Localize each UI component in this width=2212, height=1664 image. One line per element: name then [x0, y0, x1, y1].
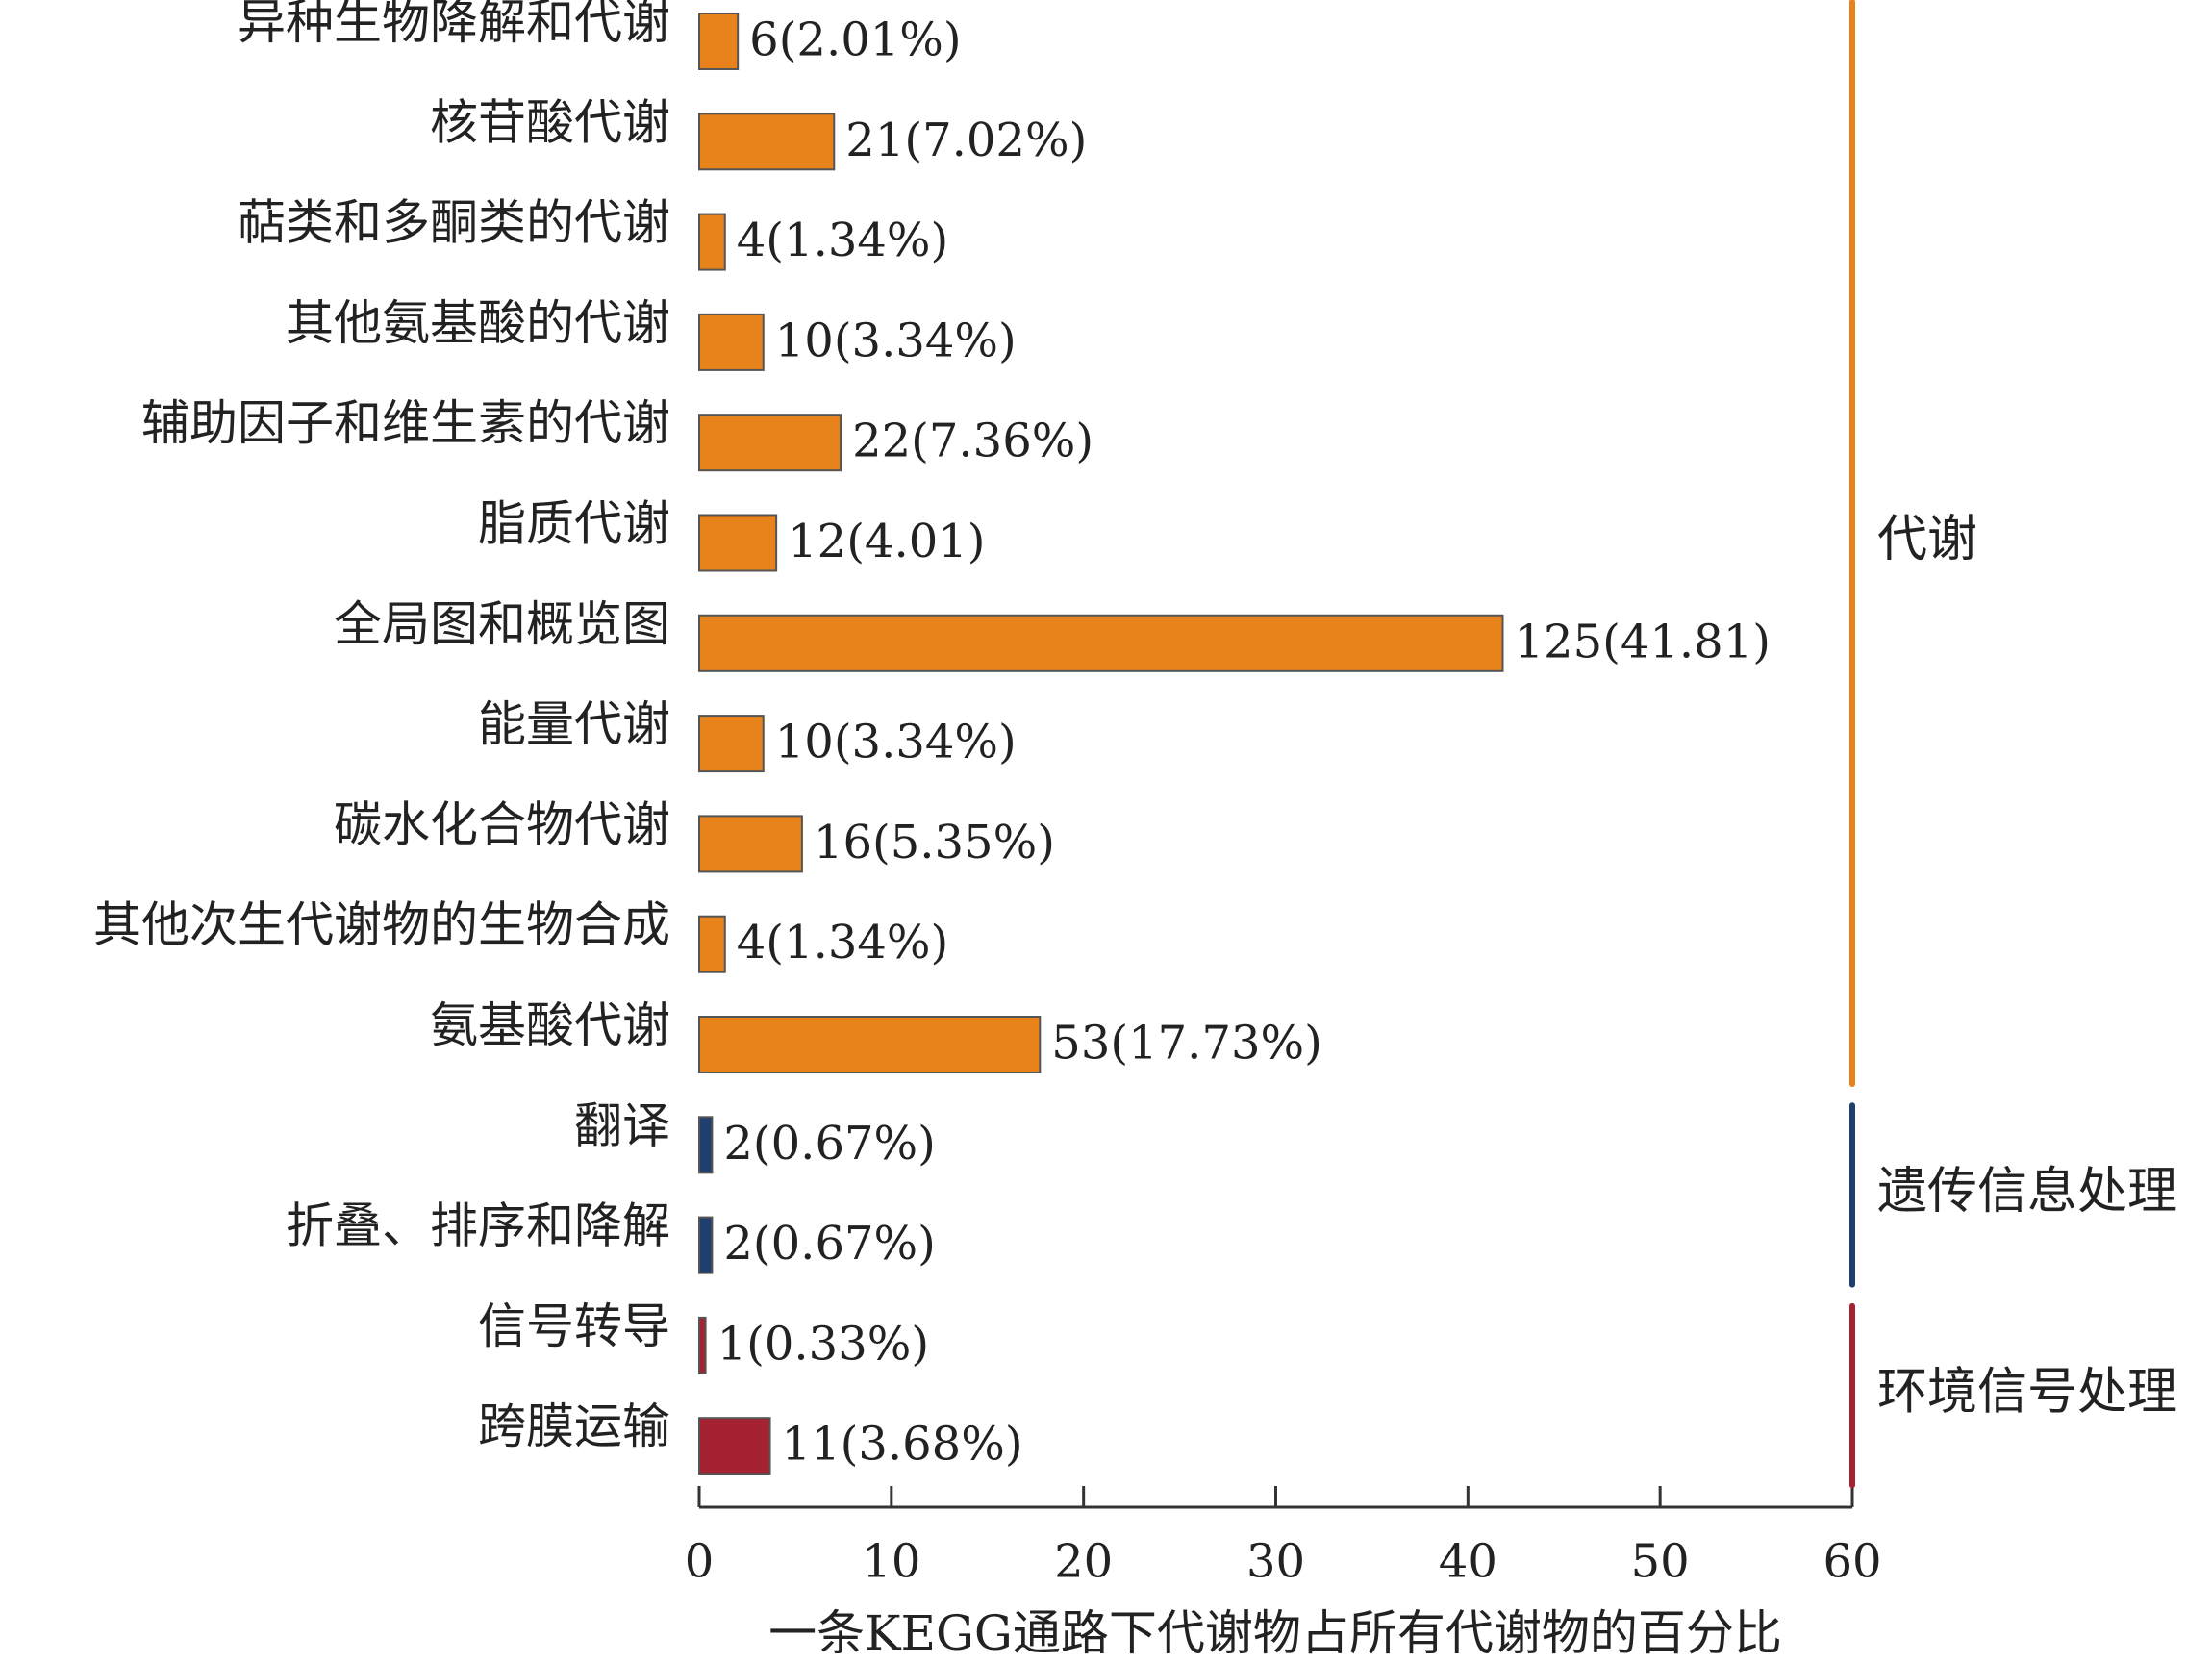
- value-label: 4(1.34%): [737, 916, 948, 970]
- bar: [698, 213, 726, 271]
- bar: [698, 414, 842, 472]
- y-tick-label: 翻译: [574, 1097, 670, 1153]
- legend-label: 代谢: [1877, 511, 1977, 568]
- y-tick-label: 核苷酸代谢: [430, 94, 670, 150]
- x-tick-label: 30: [1246, 1535, 1305, 1589]
- legend-label: 遗传信息处理: [1877, 1163, 2177, 1221]
- value-label: 11(3.68%): [782, 1418, 1023, 1472]
- value-label: 22(7.36%): [852, 415, 1093, 468]
- y-tick-label: 异种生物降解和代谢: [238, 0, 670, 50]
- bar: [698, 1316, 707, 1374]
- y-tick-label: 信号转导: [478, 1298, 670, 1354]
- bar: [698, 1016, 1042, 1073]
- bar: [698, 815, 803, 873]
- y-tick-label: 辅助因子和维生素的代谢: [141, 395, 670, 451]
- y-tick-label: 氨基酸代谢: [430, 997, 670, 1053]
- value-label: 12(4.01): [788, 515, 985, 568]
- bar: [698, 1216, 714, 1274]
- y-tick-label: 跨膜运输: [478, 1399, 670, 1454]
- y-tick-label: 全局图和概览图: [334, 596, 670, 652]
- bar: [698, 1116, 714, 1174]
- y-tick-label: 折叠、排序和降解: [286, 1198, 670, 1254]
- bar: [698, 715, 765, 773]
- y-tick-label: 其他氨基酸的代谢: [286, 295, 670, 351]
- bar: [698, 313, 765, 371]
- bar: [698, 1417, 771, 1475]
- x-tick-label: 40: [1439, 1535, 1497, 1589]
- value-label: 4(1.34%): [737, 214, 948, 267]
- x-tick-label: 60: [1822, 1535, 1881, 1589]
- bar: [698, 614, 1504, 672]
- value-label: 16(5.35%): [814, 816, 1055, 870]
- value-label: 10(3.34%): [775, 314, 1017, 367]
- value-label: 2(0.67%): [723, 1217, 935, 1271]
- bar: [698, 915, 726, 973]
- x-tick-label: 0: [685, 1535, 715, 1589]
- y-tick-label: 萜类和多酮类的代谢: [238, 195, 670, 251]
- value-label: 53(17.73%): [1051, 1017, 1322, 1071]
- x-tick-label: 20: [1054, 1535, 1113, 1589]
- value-label: 10(3.34%): [775, 716, 1017, 769]
- value-label: 1(0.33%): [717, 1317, 929, 1371]
- bar: [698, 13, 740, 70]
- y-tick-label: 能量代谢: [478, 696, 670, 752]
- legend-label: 环境信号处理: [1877, 1364, 2177, 1422]
- bar: [698, 113, 836, 171]
- value-label: 2(0.67%): [723, 1117, 935, 1171]
- x-axis-title: 一条KEGG通路下代谢物占所有代谢物的百分比: [768, 1605, 1782, 1661]
- y-tick-label: 其他次生代谢物的生物合成: [93, 897, 670, 953]
- x-tick-label: 10: [862, 1535, 920, 1589]
- y-tick-label: 碳水化合物代谢: [334, 796, 670, 852]
- bar: [698, 514, 778, 572]
- x-tick-label: 50: [1631, 1535, 1690, 1589]
- value-label: 125(41.81): [1515, 615, 1771, 668]
- value-label: 6(2.01%): [749, 13, 961, 67]
- value-label: 21(7.02%): [845, 113, 1087, 167]
- y-tick-label: 脂质代谢: [478, 496, 670, 552]
